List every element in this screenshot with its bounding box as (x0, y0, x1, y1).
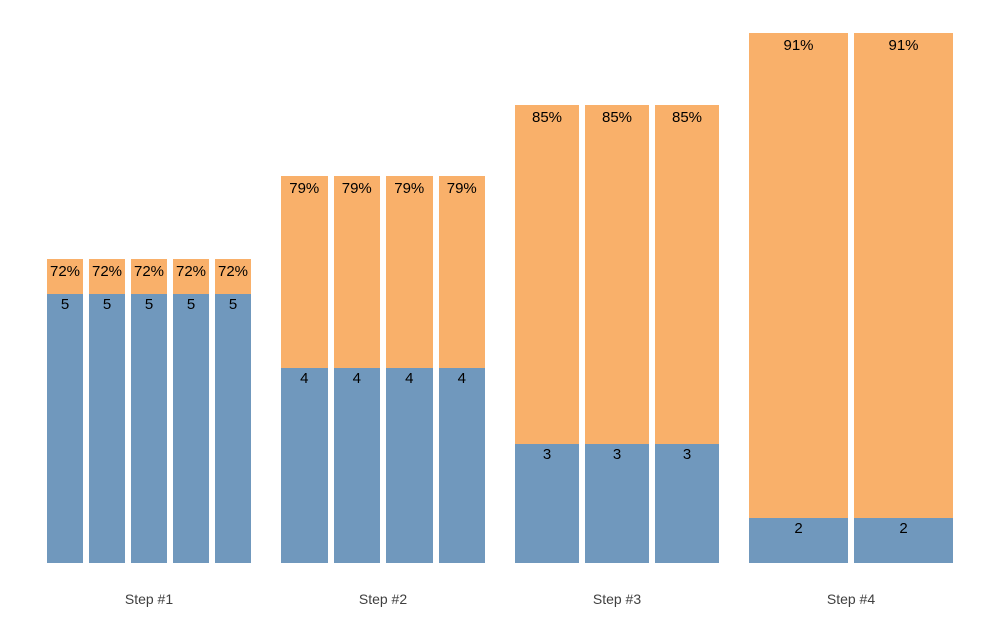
orange-segment: 79% (333, 176, 380, 368)
stacked-bar: 79% 4 (333, 176, 380, 563)
stacked-bar: 85% 3 (655, 105, 719, 563)
blue-segment: 5 (173, 294, 209, 563)
count-label: 3 (682, 446, 692, 463)
percent-label: 72% (217, 263, 249, 280)
stacked-bar: 72% 5 (131, 259, 167, 563)
stacked-bar: 79% 4 (438, 176, 485, 563)
stacked-bar: 72% 5 (47, 259, 83, 563)
orange-segment: 72% (173, 259, 209, 294)
count-label: 5 (102, 296, 112, 313)
blue-segment: 4 (333, 368, 380, 563)
stacked-bar: 85% 3 (585, 105, 649, 563)
count-label: 3 (542, 446, 552, 463)
percent-label: 79% (446, 180, 477, 197)
percent-label: 72% (133, 263, 165, 280)
blue-segment: 5 (47, 294, 83, 563)
count-label: 5 (228, 296, 238, 313)
stacked-bar: 91% 2 (854, 33, 953, 563)
stacked-bar: 79% 4 (281, 176, 328, 563)
count-label: 4 (352, 370, 361, 387)
blue-segment: 3 (585, 444, 649, 563)
percent-label: 91% (783, 37, 814, 54)
orange-segment: 79% (386, 176, 433, 368)
orange-segment: 85% (515, 105, 579, 444)
percent-label: 85% (531, 109, 563, 126)
chart-slot-step-1: 72% 5 72% 5 72% 5 72% 5 72% 5 (32, 0, 266, 563)
chart-slot-step-4: 91% 2 91% 2 (734, 0, 968, 563)
chart-slot-step-2: 79% 4 79% 4 79% 4 79% 4 (266, 0, 500, 563)
count-label: 3 (612, 446, 622, 463)
stacked-bar: 79% 4 (386, 176, 433, 563)
blue-segment: 4 (386, 368, 433, 563)
percent-label: 72% (91, 263, 123, 280)
stacked-bar: 91% 2 (749, 33, 848, 563)
step-label-3: Step #3 (592, 591, 642, 607)
stacked-bar: 85% 3 (515, 105, 579, 563)
count-label: 4 (300, 370, 309, 387)
blue-segment: 5 (131, 294, 167, 563)
chart-slot-step-3: 85% 3 85% 3 85% 3 (500, 0, 734, 563)
count-label: 4 (457, 370, 466, 387)
chart-plot-area: 72% 5 72% 5 72% 5 72% 5 72% 5 79% 4 79% 4 79% 4 79% 4 85% 3… (32, 0, 968, 563)
orange-segment: 72% (89, 259, 125, 294)
blue-segment: 2 (854, 518, 953, 563)
count-label: 5 (186, 296, 196, 313)
percent-label: 72% (49, 263, 81, 280)
bar-group-step-4: 91% 2 91% 2 (749, 33, 953, 563)
percent-label: 85% (601, 109, 633, 126)
blue-segment: 4 (281, 368, 328, 563)
orange-segment: 85% (655, 105, 719, 444)
orange-segment: 72% (131, 259, 167, 294)
percent-label: 72% (175, 263, 207, 280)
count-label: 2 (794, 520, 803, 537)
blue-segment: 4 (438, 368, 485, 563)
count-label: 2 (899, 520, 908, 537)
count-label: 4 (405, 370, 414, 387)
stacked-bar: 72% 5 (89, 259, 125, 563)
blue-segment: 3 (655, 444, 719, 563)
blue-segment: 5 (89, 294, 125, 563)
step-label-2: Step #2 (358, 591, 408, 607)
blue-segment: 3 (515, 444, 579, 563)
orange-segment: 79% (281, 176, 328, 368)
percent-label: 79% (289, 180, 320, 197)
percent-label: 85% (671, 109, 703, 126)
bar-group-step-3: 85% 3 85% 3 85% 3 (515, 105, 719, 563)
step-labels-row: Step #1 Step #2 Step #3 Step #4 (32, 563, 968, 607)
percent-label: 79% (341, 180, 372, 197)
count-label: 5 (60, 296, 70, 313)
bar-group-step-2: 79% 4 79% 4 79% 4 79% 4 (281, 176, 485, 563)
count-label: 5 (144, 296, 154, 313)
step-label-1: Step #1 (124, 591, 174, 607)
blue-segment: 2 (749, 518, 848, 563)
stacked-bar: 72% 5 (215, 259, 251, 563)
orange-segment: 91% (749, 33, 848, 518)
orange-segment: 72% (47, 259, 83, 294)
percent-label: 91% (888, 37, 919, 54)
percent-label: 79% (394, 180, 425, 197)
orange-segment: 85% (585, 105, 649, 444)
step-label-4: Step #4 (826, 591, 876, 607)
blue-segment: 5 (215, 294, 251, 563)
orange-segment: 72% (215, 259, 251, 294)
orange-segment: 91% (854, 33, 953, 518)
stacked-bar: 72% 5 (173, 259, 209, 563)
bar-group-step-1: 72% 5 72% 5 72% 5 72% 5 72% 5 (47, 259, 251, 563)
orange-segment: 79% (438, 176, 485, 368)
